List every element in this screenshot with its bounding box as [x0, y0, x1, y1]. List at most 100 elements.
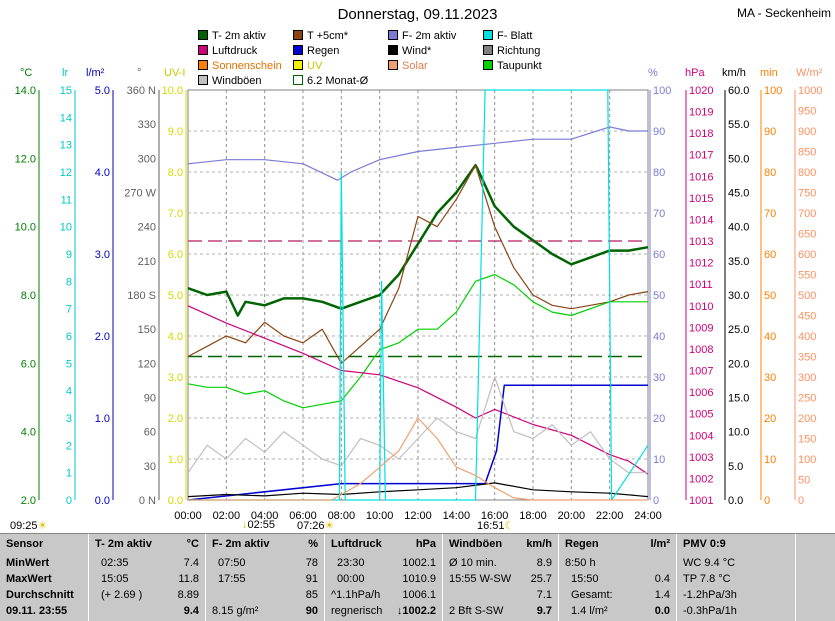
series-line — [187, 126, 648, 181]
series-line — [187, 482, 649, 498]
legend-label: UV — [307, 60, 323, 72]
tick-label-solar: 0 — [798, 495, 804, 507]
legend-label: Windböen — [212, 75, 262, 87]
axis-unit-press: hPa — [685, 67, 705, 79]
tick-label-speed: 45.0 — [728, 188, 749, 200]
stats-header: F- 2m aktiv — [212, 538, 270, 550]
tick-label-speed: 20.0 — [728, 358, 749, 370]
stats-unit: l/m² — [650, 538, 670, 550]
stats-col-rain: Regen l/m² 8:50 h 15:50 0.4 Gesamt: 1.4 1.4… — [559, 534, 677, 621]
stats-value: 78 — [305, 557, 318, 569]
stats-col-pmv: PMV 0:9 WC 9.4 °C TP 7.8 °C -1.2hPa/3h -… — [677, 534, 796, 621]
sun-icon: ☀ — [324, 520, 335, 532]
stats-value: 8.9 — [536, 557, 552, 569]
stats-time: regnerisch — [331, 605, 383, 617]
tick-label-hum: 20 — [653, 413, 665, 425]
tick-label-uv: 2.0 — [168, 413, 183, 425]
tick-label-uv: 1.0 — [168, 454, 183, 466]
tick-label-solar: 100 — [798, 454, 816, 466]
stats-value: -1.2hPa/3h — [683, 589, 737, 601]
tick-label-press: 1008 — [689, 344, 713, 356]
stats-value: TP 7.8 °C — [683, 573, 731, 585]
tick-label-wet: 13 — [60, 140, 72, 152]
legend-item-f2m: F- 2m aktiv — [388, 30, 456, 42]
stats-col-f2m: F- 2m aktiv% 07:50 78 17:55 91 85 8.15 g/m… — [206, 534, 325, 621]
tick-label-temp: 10.0 — [15, 222, 36, 234]
stats-time: 1.4 l/m² — [571, 605, 608, 617]
series-line — [187, 164, 649, 364]
tick-label-uv: 8.0 — [168, 167, 183, 179]
tick-label-wet: 7 — [66, 304, 72, 316]
sun-icon: ↓ — [242, 519, 248, 531]
tick-label-speed: 50.0 — [728, 153, 749, 165]
stats-time: 02:35 — [101, 557, 129, 569]
tick-label-press: 1011 — [689, 279, 713, 291]
stats-header: Luftdruck — [331, 538, 382, 550]
tick-label-uv: 3.0 — [168, 372, 183, 384]
tick-label-solar: 400 — [798, 331, 816, 343]
tick-label-rain: 0.0 — [95, 495, 110, 507]
tick-label-uv: 7.0 — [168, 208, 183, 220]
stats-header: Regen — [565, 538, 599, 550]
stats-time: Gesamt: — [571, 589, 613, 601]
tick-label-wet: 1 — [66, 468, 72, 480]
tick-label-uv: 9.0 — [168, 126, 183, 138]
tick-label-press: 1015 — [689, 193, 713, 205]
tick-label-press: 1016 — [689, 171, 713, 183]
tick-label-sun: 20 — [764, 413, 776, 425]
tick-label-speed: 0.0 — [728, 495, 743, 507]
legend-label: T +5cm* — [307, 30, 349, 42]
x-tick-label: 08:00 — [328, 510, 356, 522]
x-tick-label: 16:00 — [481, 510, 509, 522]
stats-time: 23:30 — [337, 557, 365, 569]
axis-unit-hum: % — [648, 67, 658, 79]
tick-label-solar: 550 — [798, 270, 816, 282]
legend-swatch — [483, 30, 493, 40]
chart-title: Donnerstag, 09.11.2023 — [337, 6, 498, 23]
stats-value: 0.4 — [654, 573, 670, 585]
tick-label-rain: 1.0 — [95, 413, 110, 425]
tick-label-uv: 4.0 — [168, 331, 183, 343]
legend-label: F- Blatt — [497, 30, 533, 42]
stats-row-label: Durchschnitt — [6, 589, 74, 601]
tick-label-dir: 240 — [138, 222, 156, 234]
tick-label-hum: 60 — [653, 249, 665, 261]
tick-label-speed: 60.0 — [728, 85, 749, 97]
stats-table: Sensor MinWert MaxWert Durchschnitt 09.1… — [0, 533, 835, 621]
series-line — [187, 376, 648, 474]
tick-label-wet: 3 — [66, 413, 72, 425]
stats-row-label: 09.11. 23:55 — [6, 605, 68, 617]
x-tick-label: 00:00 — [174, 510, 202, 522]
tick-label-sun: 40 — [764, 331, 776, 343]
legend-swatch — [293, 75, 303, 85]
tick-label-sun: 100 — [764, 85, 782, 97]
legend-label: 6.2 Monat-Ø — [307, 75, 369, 87]
tick-label-uv: 10.0 — [162, 85, 183, 97]
tick-label-wet: 14 — [60, 112, 72, 124]
tick-label-press: 1007 — [689, 366, 713, 378]
legend-item-t2m: T- 2m aktiv — [198, 30, 266, 42]
axis-unit-dir: ° — [137, 67, 142, 79]
stats-value: ↓1002.2 — [396, 605, 436, 617]
tick-label-solar: 800 — [798, 167, 816, 179]
stats-time: (+ 2.69 ) — [101, 589, 143, 601]
series-line — [187, 305, 649, 475]
stats-time: ^1.1hPa/h — [331, 589, 381, 601]
stats-row-label: MinWert — [6, 557, 50, 569]
legend-label: F- 2m aktiv — [402, 30, 457, 42]
stats-value: 85 — [305, 589, 318, 601]
legend-label: T- 2m aktiv — [212, 30, 266, 42]
legend-swatch — [293, 30, 303, 40]
series-line — [187, 384, 648, 501]
mark-t1-label: 02:55 — [247, 519, 276, 531]
x-tick-label: 02:00 — [213, 510, 241, 522]
tick-label-hum: 100 — [653, 85, 671, 97]
stats-value: 9.4 — [183, 605, 199, 617]
legend-item-taupunkt: Taupunkt — [483, 60, 542, 72]
tick-label-hum: 40 — [653, 331, 665, 343]
tick-label-speed: 35.0 — [728, 256, 749, 268]
stats-time: 17:55 — [218, 573, 246, 585]
tick-label-rain: 2.0 — [95, 331, 110, 343]
tick-label-speed: 55.0 — [728, 119, 749, 131]
x-tick-label: 20:00 — [558, 510, 586, 522]
